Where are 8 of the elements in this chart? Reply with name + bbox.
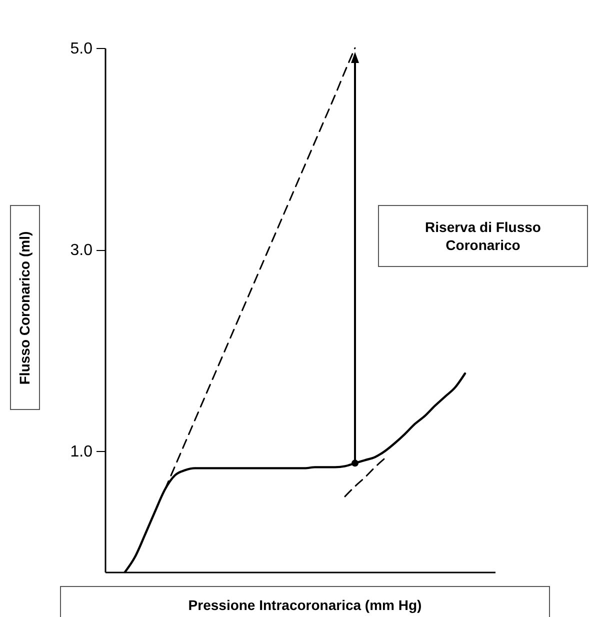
y-tick-label: 1.0 bbox=[70, 444, 93, 461]
text-frame: Riserva di Flusso Coronarico bbox=[378, 205, 588, 267]
y-axis-title: Flusso Coronarico (ml) bbox=[17, 230, 34, 384]
text-frame: Flusso Coronarico (ml) bbox=[10, 205, 40, 410]
line-series bbox=[344, 457, 386, 498]
y-tick-label: 5.0 bbox=[70, 40, 93, 58]
text-frame: Pressione Intracoronarica (mm Hg) bbox=[60, 586, 550, 617]
y-tick-label: 3.0 bbox=[70, 242, 93, 260]
